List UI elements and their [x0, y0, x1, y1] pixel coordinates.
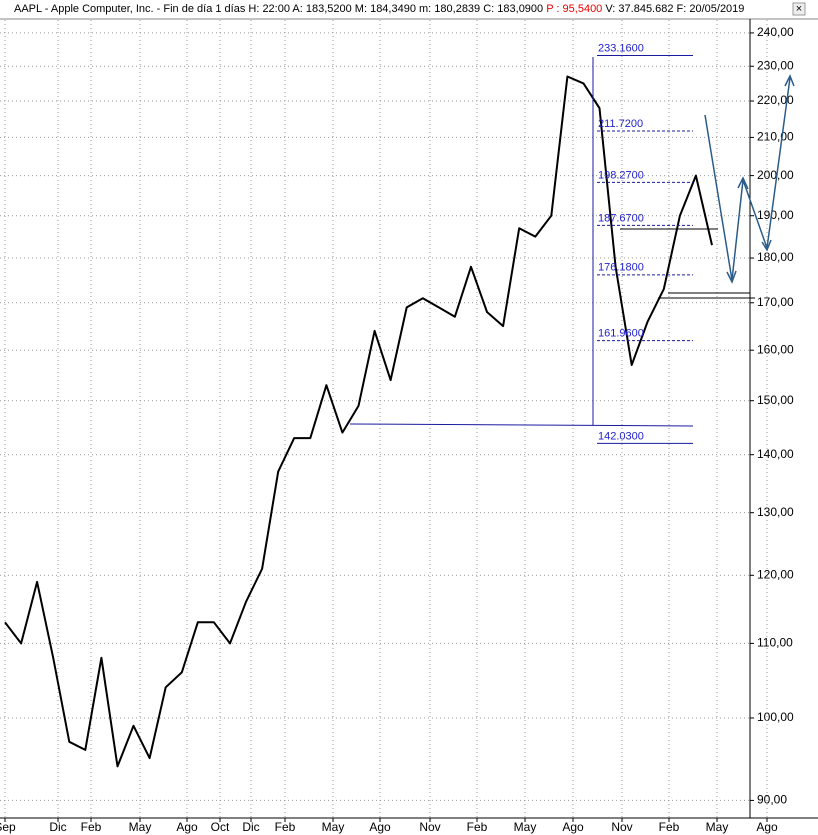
x-tick-label: May	[129, 820, 152, 834]
header-text: AAPL - Apple Computer, Inc. - Fin de día…	[14, 3, 543, 15]
x-tick-label: Ago	[369, 820, 391, 834]
y-tick-label: 110,00	[757, 636, 793, 650]
x-tick-label: Feb	[659, 820, 680, 834]
price-line	[4, 75, 713, 768]
y-tick-label: 120,00	[757, 567, 794, 581]
y-tick-label: 180,00	[757, 250, 794, 264]
x-tick-label: Feb	[467, 820, 488, 834]
y-tick-label: 130,00	[757, 505, 794, 519]
x-tick-label: Sep	[0, 820, 16, 834]
arrowheads	[726, 74, 795, 284]
y-tick-label: 210,00	[757, 130, 794, 144]
x-tick-label: May	[322, 820, 345, 834]
header-rest: V: 37.845.682 F: 20/05/2019	[605, 3, 744, 15]
close-icon: ×	[796, 3, 802, 15]
y-tick-label: 90,00	[757, 793, 787, 807]
projection	[704, 77, 791, 281]
y-tick-label: 190,00	[757, 208, 794, 222]
x-tick-label: Dic	[242, 820, 259, 834]
y-tick-label: 150,00	[757, 393, 794, 407]
close-button[interactable]	[792, 2, 806, 16]
x-tick-label: Feb	[275, 820, 296, 834]
y-tick-label: 160,00	[757, 342, 794, 356]
y-tick-label: 220,00	[757, 93, 794, 107]
x-tick-label: May	[706, 820, 729, 834]
y-tick-label: 230,00	[757, 58, 794, 72]
x-tick-label: May	[514, 820, 537, 834]
x-tick-label: Nov	[611, 820, 632, 834]
y-tick-label: 170,00	[757, 295, 794, 309]
y-tick-label: 200,00	[757, 168, 794, 182]
y-tick-label: 140,00	[757, 447, 794, 461]
x-tick-label: Dic	[49, 820, 66, 834]
support-line	[349, 423, 694, 427]
x-tick-label: Ago	[176, 820, 198, 834]
x-tick-label: Oct	[211, 820, 230, 834]
header-p: P : 95,5400	[546, 3, 602, 15]
plot: 90,00 100,00 110,00 120,00 130,00 140,00 150,0…	[0, 20, 794, 834]
x-tick-label: Ago	[756, 820, 778, 834]
y-tick-label: 100,00	[757, 710, 794, 724]
x-tick-label: Ago	[562, 820, 584, 834]
fib-label: 161.9600	[598, 328, 644, 340]
y-tick-label: 240,00	[757, 25, 794, 39]
fib-label: 198.2700	[598, 169, 644, 181]
fib-label: 187.6700	[598, 212, 644, 224]
fib-label: 211.7200	[598, 118, 643, 130]
fib-label: 176.1800	[598, 262, 644, 274]
fib-label: 233.1600	[598, 42, 644, 54]
header: AAPL - Apple Computer, Inc. - Fin de día…	[14, 3, 744, 15]
drawings	[349, 57, 795, 427]
x-tick-label: Feb	[81, 820, 102, 834]
fib-label: 142.0300	[598, 430, 644, 442]
x-tick-label: Nov	[419, 820, 440, 834]
